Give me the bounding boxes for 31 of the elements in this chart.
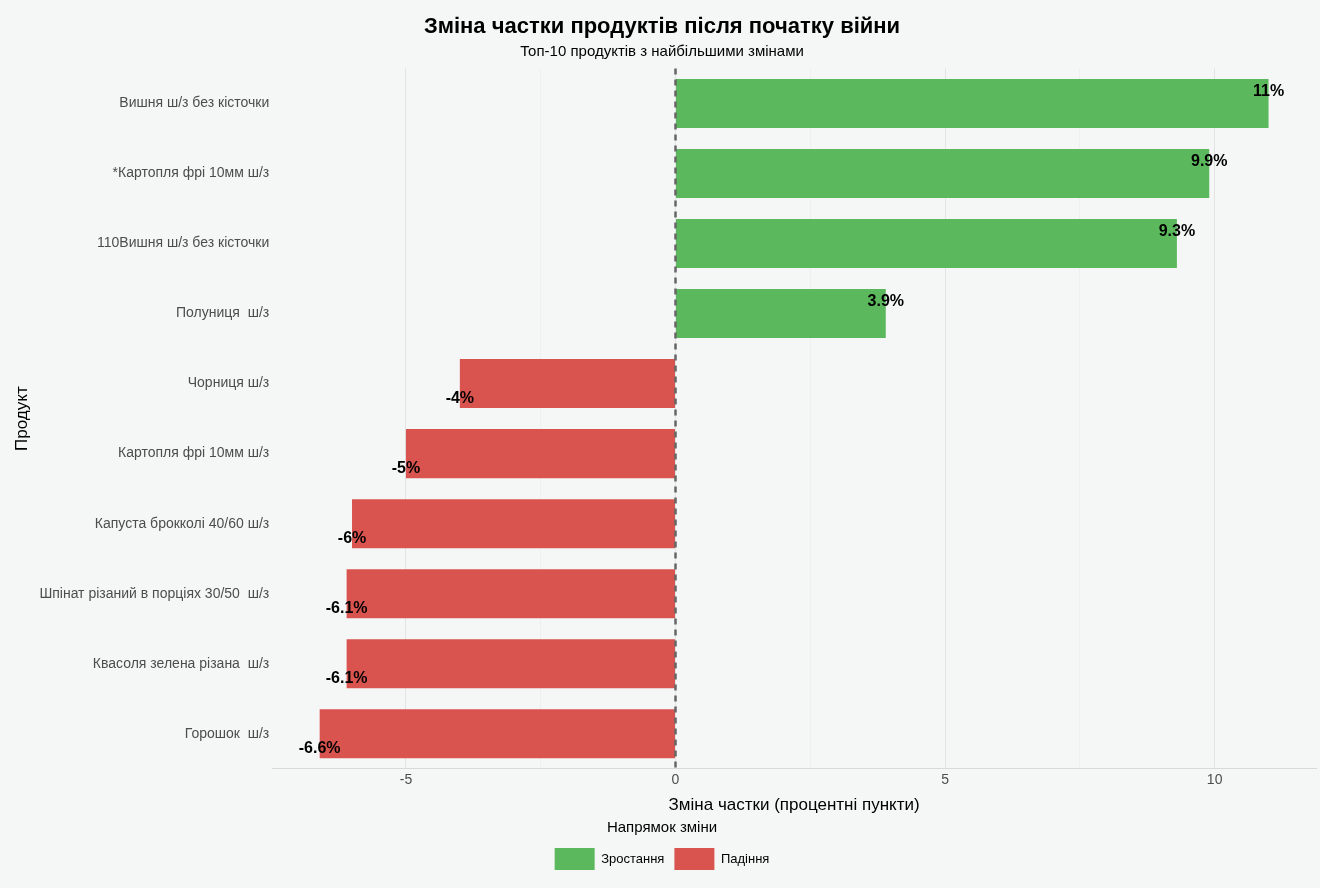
data-label: -5% xyxy=(391,458,421,476)
data-label: 11% xyxy=(1252,81,1285,99)
y-tick-label: Квасоля зелена різана ш/з xyxy=(92,654,270,671)
x-tick-label: -5 xyxy=(399,771,413,788)
y-tick-label: Капуста брокколі 40/60 ш/з xyxy=(94,514,270,531)
y-axis-title: Продукт xyxy=(11,386,31,451)
y-tick-label: Горошок ш/з xyxy=(184,724,270,741)
data-label: -6.1% xyxy=(325,668,368,686)
x-axis-title: Зміна частки (процентні пункти) xyxy=(668,795,920,815)
chart-title: Зміна частки продуктів після початку війни xyxy=(423,13,901,39)
data-label: -6.1% xyxy=(325,598,368,616)
data-label: 3.9% xyxy=(867,291,904,309)
y-tick-label: 110Вишня ш/з без кісточки xyxy=(97,234,270,251)
y-tick-label: Картопля фрі 10мм ш/з xyxy=(117,444,270,461)
data-label: -6% xyxy=(337,528,367,546)
chart-subtitle: Топ-10 продуктів з найбільшими змінами xyxy=(520,41,804,59)
data-label: 9.9% xyxy=(1191,151,1228,169)
data-label: -6.6% xyxy=(298,738,341,756)
x-tick-label: 0 xyxy=(671,771,680,788)
data-label: -4% xyxy=(445,388,475,406)
legend-title: Напрямок зміни xyxy=(606,817,718,835)
legend-label: Падіння xyxy=(720,850,770,866)
x-tick-label: 10 xyxy=(1206,771,1223,788)
y-tick-label: Полуниця ш/з xyxy=(176,304,270,321)
y-tick-label: Шпінат різаний в порціях 30/50 ш/з xyxy=(39,584,270,601)
y-tick-label: Чорниця ш/з xyxy=(187,374,270,391)
y-tick-label: *Картопля фрі 10мм ш/з xyxy=(112,164,270,181)
data-label: 9.3% xyxy=(1158,221,1196,239)
y-tick-label: Вишня ш/з без кісточки xyxy=(119,94,270,111)
legend-label: Зростання xyxy=(601,850,665,866)
x-tick-label: 5 xyxy=(941,771,950,788)
